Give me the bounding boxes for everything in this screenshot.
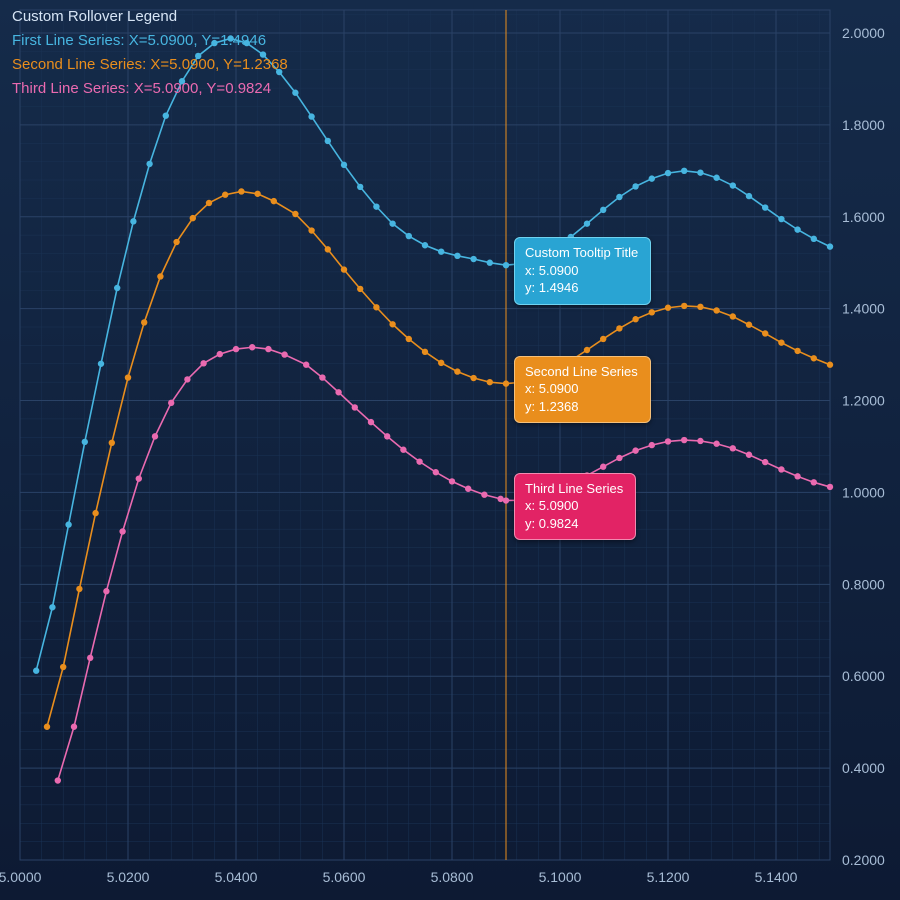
svg-text:2.0000: 2.0000 [842, 25, 885, 41]
tooltip-title: Third Line Series [525, 480, 623, 498]
svg-text:5.1400: 5.1400 [755, 869, 798, 885]
tooltip-x: x: 5.0900 [525, 262, 638, 280]
chart-root: 5.0000 5.0200 5.0400 5.0600 5.0800 5.1000 5.12… [0, 0, 900, 900]
tooltip-x: x: 5.0900 [525, 497, 623, 515]
tooltip-second: Second Line Series x: 5.0900 y: 1.2368 [514, 356, 651, 424]
tooltip-title: Custom Tooltip Title [525, 244, 638, 262]
svg-text:5.0200: 5.0200 [107, 869, 150, 885]
tooltip-y: y: 0.9824 [525, 515, 623, 533]
tooltip-y: y: 1.2368 [525, 398, 638, 416]
svg-text:0.8000: 0.8000 [842, 576, 885, 592]
svg-text:1.0000: 1.0000 [842, 484, 885, 500]
svg-text:1.4000: 1.4000 [842, 301, 885, 317]
tooltip-title: Second Line Series [525, 363, 638, 381]
legend-item-first: First Line Series: X=5.0900, Y=1.4946 [12, 32, 266, 49]
svg-text:1.8000: 1.8000 [842, 117, 885, 133]
tooltip-y: y: 1.4946 [525, 279, 638, 297]
svg-text:0.4000: 0.4000 [842, 760, 885, 776]
svg-text:1.6000: 1.6000 [842, 209, 885, 225]
svg-text:5.0000: 5.0000 [0, 869, 42, 885]
line-chart[interactable]: 5.0000 5.0200 5.0400 5.0600 5.0800 5.1000 5.12… [0, 0, 900, 900]
legend-item-third: Third Line Series: X=5.0900, Y=0.9824 [12, 80, 271, 97]
tooltip-third: Third Line Series x: 5.0900 y: 0.9824 [514, 473, 636, 541]
svg-text:1.2000: 1.2000 [842, 393, 885, 409]
tooltip-x: x: 5.0900 [525, 380, 638, 398]
legend-item-second: Second Line Series: X=5.0900, Y=1.2368 [12, 56, 288, 73]
svg-text:5.1200: 5.1200 [647, 869, 690, 885]
svg-text:0.6000: 0.6000 [842, 668, 885, 684]
svg-text:5.0600: 5.0600 [323, 869, 366, 885]
svg-text:5.0400: 5.0400 [215, 869, 258, 885]
legend-title: Custom Rollover Legend [12, 8, 177, 25]
svg-text:0.2000: 0.2000 [842, 852, 885, 868]
tooltip-first: Custom Tooltip Title x: 5.0900 y: 1.4946 [514, 237, 651, 305]
svg-text:5.0800: 5.0800 [431, 869, 474, 885]
svg-text:5.1000: 5.1000 [539, 869, 582, 885]
